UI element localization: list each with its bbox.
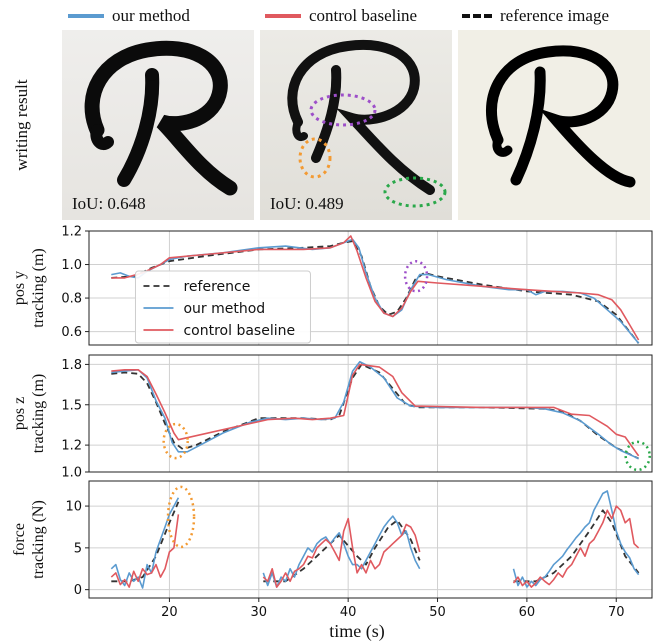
legend-label: our method	[183, 301, 265, 317]
y-axis-label: force tracking (N)	[11, 500, 47, 579]
plot-frame	[88, 354, 653, 473]
y-axis-label-line: tracking (m)	[30, 248, 47, 328]
iou-our-method: IoU: 0.648	[72, 194, 146, 213]
series-our-method	[512, 490, 640, 588]
orange-marker	[166, 485, 196, 549]
y-axis-label-line: tracking (N)	[30, 500, 47, 579]
x-axis-label: time (s)	[329, 621, 385, 641]
legend-label: reference	[183, 279, 250, 295]
purple-marker	[403, 260, 429, 293]
series-reference	[513, 509, 640, 583]
series-control-baseline	[262, 517, 421, 588]
pos-z-panel: 1.0 1.2 1.5 1.8 pos z tracking (m)	[11, 354, 653, 481]
y-tick-label: 0.8	[61, 292, 82, 307]
legend-reference: reference image	[462, 4, 609, 28]
x-tick-label: 30	[251, 605, 268, 620]
x-tick-label: 70	[608, 605, 625, 620]
series-reference	[111, 240, 640, 344]
series-control-baseline	[111, 235, 640, 341]
series-control-baseline	[110, 514, 180, 588]
photo-control-baseline: IoU: 0.489	[260, 30, 452, 220]
y-axis-label: pos z tracking (m)	[11, 374, 47, 454]
y-tick-label: 1.8	[61, 358, 82, 373]
legend-ours-swatch	[68, 14, 104, 18]
series-our-method	[262, 515, 421, 588]
plot-frame	[88, 480, 653, 599]
y-axis-label-line: pos y	[11, 271, 28, 305]
y-axis-label-line: tracking (m)	[30, 374, 47, 454]
y-tick-label: 1.0	[61, 466, 82, 481]
x-tick-label: 50	[429, 605, 446, 620]
series-control-baseline	[512, 505, 640, 588]
x-tick-label: 40	[340, 605, 357, 620]
y-axis-label-line: force	[11, 523, 28, 556]
legend-baseline-label: control baseline	[309, 6, 418, 25]
y-tick-label: 1.5	[61, 398, 82, 413]
legend-label: control baseline	[183, 323, 295, 339]
series-reference	[263, 519, 421, 583]
letter-r-reference	[485, 45, 636, 188]
y-tick-label: 1.2	[61, 225, 82, 240]
iou-control-baseline: IoU: 0.489	[270, 194, 344, 213]
y-axis-label-line: pos z	[11, 397, 28, 430]
y-tick-label: 0	[74, 583, 82, 598]
letter-r-control-baseline	[287, 39, 447, 208]
series-our-method	[110, 497, 180, 589]
legend-box	[134, 270, 311, 344]
green-marker-photo	[383, 176, 447, 208]
orange-marker-photo	[298, 137, 332, 179]
legend-ours-label: our method	[112, 6, 190, 25]
legend-reference-label: reference image	[500, 6, 609, 25]
photo-reference	[458, 30, 650, 220]
series-our-method	[111, 360, 639, 460]
legend-baseline: control baseline	[265, 4, 417, 28]
series-control-baseline	[111, 363, 640, 457]
green-marker	[624, 440, 651, 472]
letter-r-our-method	[84, 40, 238, 196]
photo-our-method: IoU: 0.648	[62, 30, 254, 220]
pos-y-panel: 0.6 0.8 1.0 1.2 pos y tracking (m) reference ou…	[11, 225, 653, 346]
plot-frame	[88, 230, 653, 346]
y-tick-label: 5	[74, 541, 82, 556]
legend-baseline-swatch	[265, 14, 301, 18]
force-panel: 0 5 10 force tracking (N) 20 30 40 50 60 70	[11, 480, 653, 620]
x-tick-label: 20	[161, 605, 178, 620]
legend-reference-swatch	[462, 14, 492, 18]
y-tick-label: 10	[65, 500, 82, 515]
y-tick-label: 1.0	[61, 258, 82, 273]
y-tick-label: 0.6	[61, 325, 82, 340]
orange-marker	[162, 422, 189, 460]
purple-marker-photo	[309, 93, 377, 127]
legend-ours: our method	[68, 4, 190, 28]
x-tick-label: 60	[519, 605, 536, 620]
y-axis-label: pos y tracking (m)	[11, 248, 47, 328]
y-tick-label: 1.2	[61, 439, 82, 454]
